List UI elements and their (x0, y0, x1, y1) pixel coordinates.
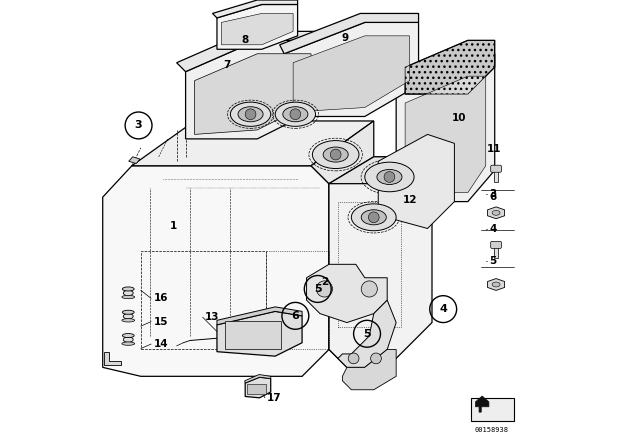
Text: 17: 17 (267, 393, 282, 403)
Ellipse shape (122, 310, 134, 314)
Ellipse shape (361, 210, 387, 225)
Polygon shape (217, 311, 302, 356)
Text: 3: 3 (490, 189, 497, 198)
FancyBboxPatch shape (248, 384, 266, 394)
Text: 4: 4 (490, 224, 497, 234)
Ellipse shape (323, 147, 348, 162)
Text: 7: 7 (223, 60, 230, 70)
Circle shape (316, 281, 333, 297)
Ellipse shape (492, 211, 500, 215)
FancyBboxPatch shape (470, 398, 513, 421)
Polygon shape (195, 54, 311, 134)
Text: 00158938: 00158938 (475, 427, 509, 433)
Ellipse shape (377, 169, 402, 185)
Text: 14: 14 (154, 339, 168, 349)
Text: 9: 9 (342, 33, 349, 43)
Polygon shape (186, 40, 320, 139)
Polygon shape (132, 121, 374, 166)
Text: 8: 8 (242, 35, 249, 45)
Text: 5: 5 (314, 284, 321, 294)
Ellipse shape (122, 295, 134, 299)
Text: 10: 10 (452, 113, 466, 123)
Polygon shape (280, 13, 419, 54)
Text: 5: 5 (490, 256, 497, 266)
Text: 4: 4 (439, 304, 447, 314)
Polygon shape (307, 264, 387, 323)
Text: 6: 6 (291, 311, 300, 321)
Polygon shape (378, 134, 454, 228)
Polygon shape (329, 157, 432, 367)
Ellipse shape (122, 319, 134, 322)
Circle shape (369, 212, 379, 223)
Text: 5: 5 (364, 329, 371, 339)
Circle shape (290, 109, 301, 120)
Text: 3: 3 (135, 121, 142, 130)
Polygon shape (329, 157, 432, 184)
Ellipse shape (351, 204, 396, 231)
Ellipse shape (230, 102, 271, 126)
Polygon shape (217, 4, 298, 49)
Polygon shape (405, 40, 495, 94)
Polygon shape (338, 300, 396, 367)
Circle shape (384, 172, 395, 182)
Polygon shape (396, 63, 495, 202)
FancyBboxPatch shape (493, 247, 499, 258)
Polygon shape (284, 22, 419, 116)
FancyBboxPatch shape (493, 171, 499, 182)
Ellipse shape (238, 107, 263, 122)
Ellipse shape (122, 342, 134, 345)
Circle shape (371, 353, 381, 364)
Text: 6: 6 (490, 192, 497, 202)
Polygon shape (104, 352, 121, 365)
Ellipse shape (122, 287, 134, 291)
Polygon shape (177, 31, 320, 72)
Ellipse shape (124, 290, 133, 296)
Ellipse shape (122, 333, 134, 338)
Polygon shape (245, 377, 271, 398)
Polygon shape (488, 207, 504, 219)
Polygon shape (212, 0, 298, 18)
Polygon shape (293, 36, 410, 112)
FancyBboxPatch shape (225, 321, 281, 349)
Text: 16: 16 (154, 293, 168, 303)
Ellipse shape (283, 107, 308, 122)
Polygon shape (244, 375, 271, 383)
Text: 15: 15 (154, 317, 168, 327)
Circle shape (348, 353, 359, 364)
FancyBboxPatch shape (491, 165, 502, 172)
Ellipse shape (124, 314, 133, 319)
Polygon shape (103, 166, 329, 376)
Text: 2: 2 (321, 277, 328, 287)
Ellipse shape (124, 337, 133, 342)
Ellipse shape (312, 141, 359, 168)
Ellipse shape (275, 102, 316, 126)
Polygon shape (129, 157, 140, 164)
Circle shape (245, 109, 256, 120)
Ellipse shape (492, 282, 500, 287)
Text: 12: 12 (403, 195, 417, 205)
Polygon shape (476, 396, 489, 412)
Text: 13: 13 (205, 312, 220, 322)
Polygon shape (342, 349, 396, 390)
Circle shape (330, 149, 341, 160)
Circle shape (361, 281, 378, 297)
Text: 1: 1 (170, 221, 177, 231)
Polygon shape (217, 307, 302, 325)
Polygon shape (311, 121, 374, 367)
FancyBboxPatch shape (491, 241, 502, 248)
Ellipse shape (365, 162, 414, 192)
Polygon shape (392, 54, 495, 94)
Polygon shape (405, 76, 486, 193)
Text: 11: 11 (486, 144, 501, 154)
Polygon shape (488, 279, 504, 290)
Polygon shape (221, 13, 293, 45)
